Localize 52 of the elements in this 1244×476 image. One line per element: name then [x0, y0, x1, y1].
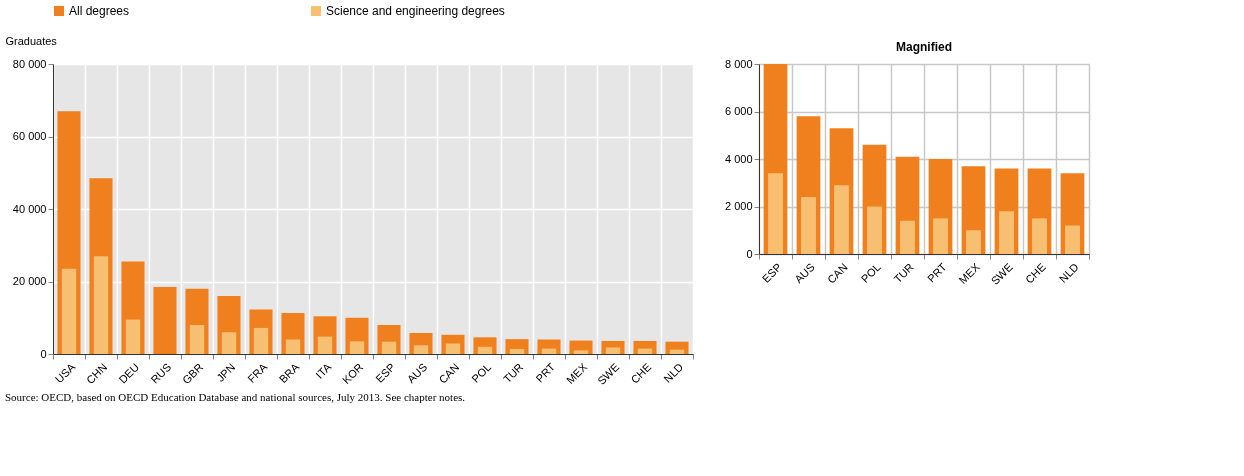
- bar: [221, 332, 237, 354]
- bar: [509, 348, 525, 354]
- bar: [1065, 225, 1080, 254]
- bar: [349, 341, 365, 354]
- legend-label: Science and engineering degrees: [326, 4, 505, 18]
- bar: [381, 341, 397, 354]
- bar: [541, 348, 557, 354]
- x-tick-label: BRA: [276, 360, 302, 386]
- y-tick-label: 4 000: [724, 152, 753, 165]
- bar: [900, 220, 915, 254]
- bar: [153, 286, 177, 354]
- bar: [834, 185, 849, 254]
- bar: [768, 173, 783, 254]
- bar: [1032, 218, 1047, 254]
- bar: [966, 230, 981, 254]
- bar: [445, 343, 461, 354]
- y-tick-label: 60 000: [12, 130, 47, 142]
- y-tick-label: 0: [40, 347, 47, 360]
- bar: [93, 256, 109, 354]
- bar: [933, 218, 948, 254]
- x-tick-label: TUR: [891, 260, 916, 286]
- bar: [867, 206, 882, 254]
- bar: [413, 345, 429, 354]
- y-tick-label: 8 000: [724, 57, 753, 70]
- bar: [605, 347, 621, 354]
- bar: [253, 327, 269, 354]
- bar: [999, 211, 1014, 254]
- y-tick-label: 20 000: [12, 275, 47, 287]
- y-tick-label: 2 000: [724, 200, 753, 212]
- bar: [477, 346, 493, 354]
- source-note: Source: OECD, based on OECD Education Database and national sources, July 2013. See chapter notes.: [5, 391, 466, 404]
- bar: [285, 339, 301, 354]
- x-tick-label: TUR: [500, 360, 526, 386]
- bar: [637, 348, 653, 354]
- y-tick-label: 6 000: [724, 105, 753, 117]
- y-tick-label: 40 000: [12, 202, 47, 215]
- bar: [317, 336, 333, 354]
- x-tick-label: POL: [469, 360, 494, 385]
- x-tick-label: POL: [858, 260, 883, 285]
- bar: [61, 268, 77, 354]
- bar: [573, 350, 589, 354]
- bar: [189, 325, 205, 354]
- legend-label: All degrees: [69, 4, 130, 18]
- y-tick-label: 80 000: [12, 57, 47, 70]
- x-tick-label: FRA: [245, 360, 270, 385]
- chart-title: Magnified: [896, 40, 952, 54]
- y-axis-title: Graduates: [5, 34, 58, 47]
- x-tick-label: ITA: [313, 360, 334, 381]
- x-tick-label: USA: [52, 360, 78, 386]
- y-tick-label: 0: [746, 247, 753, 260]
- bar: [801, 197, 816, 254]
- bar: [125, 319, 141, 354]
